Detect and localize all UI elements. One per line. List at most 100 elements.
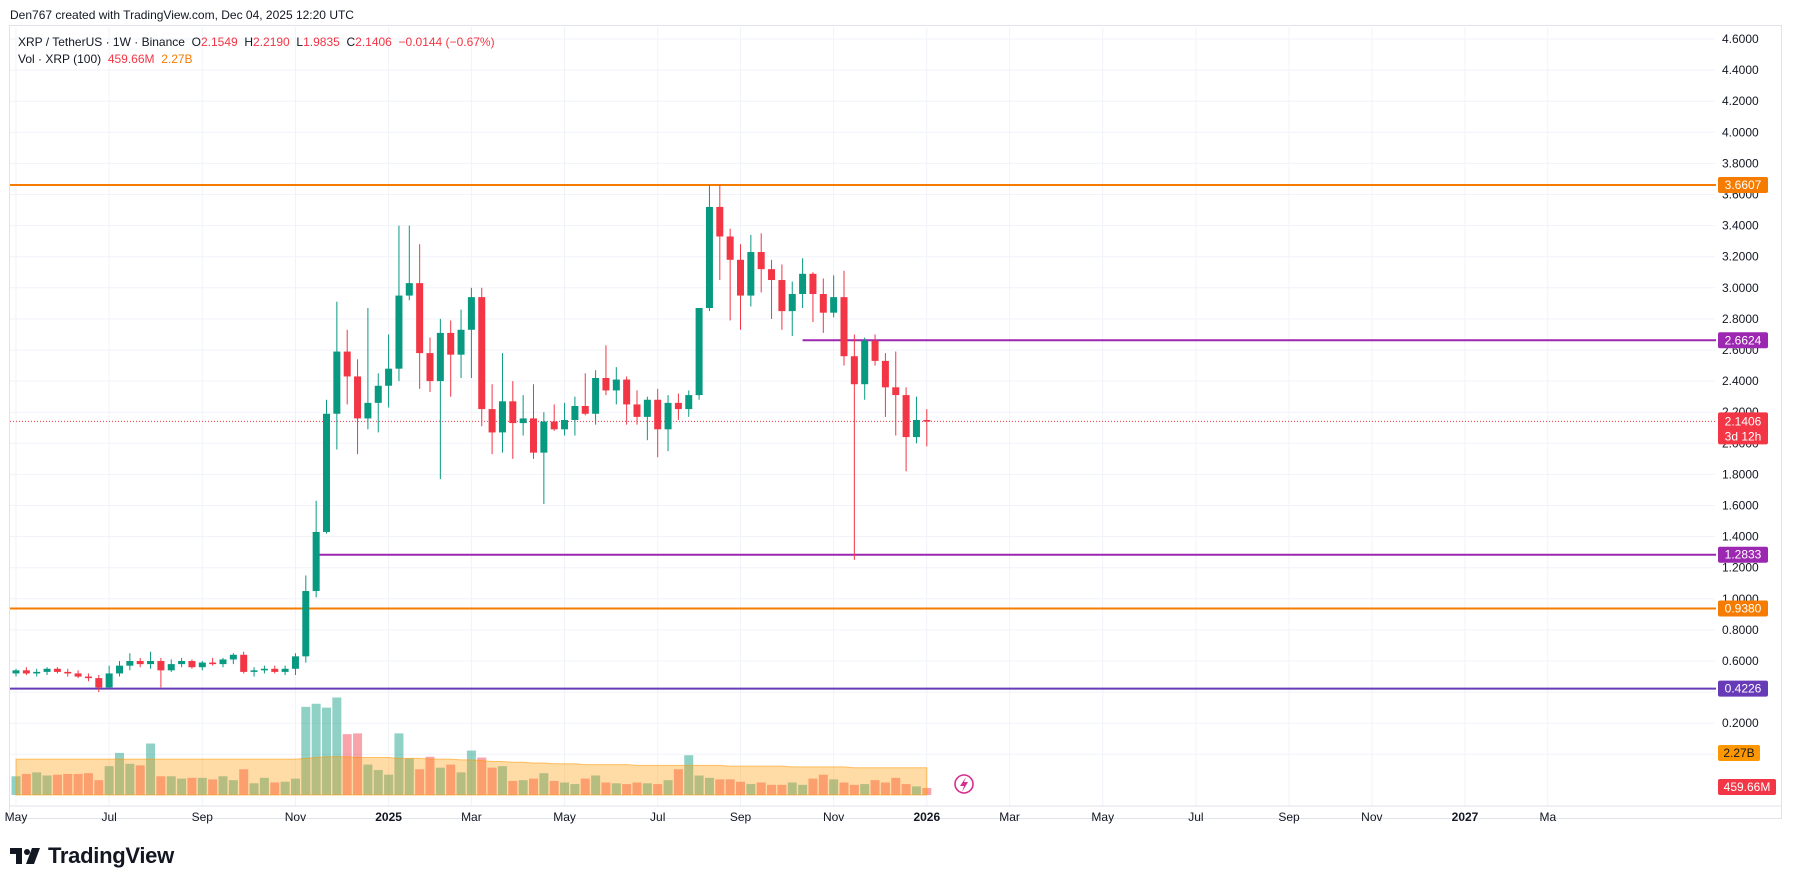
candle-body: [426, 353, 434, 382]
volume-bar: [570, 784, 580, 795]
candle-body: [612, 379, 620, 391]
volume-bar: [901, 784, 911, 795]
candle-body: [74, 673, 82, 677]
candle-body: [519, 418, 527, 424]
volume-bar: [849, 784, 859, 795]
candle-body: [705, 206, 713, 309]
volume-title[interactable]: Vol · XRP (100): [18, 52, 102, 66]
volume-bar: [663, 780, 673, 795]
candle-body: [33, 671, 41, 674]
time-tick-label: Nov: [285, 810, 306, 824]
volume-bar: [301, 706, 311, 795]
volume-bar: [870, 780, 880, 795]
volume-bar: [746, 784, 756, 795]
level-label: 0.4226: [1725, 682, 1762, 696]
candle-body: [260, 668, 268, 671]
volume-bar: [560, 782, 570, 795]
candle-body: [654, 399, 662, 430]
candle-body: [43, 668, 51, 672]
candle-body: [229, 654, 237, 660]
volume-bar: [290, 778, 300, 795]
volume-bar: [394, 733, 404, 795]
volume-bar: [208, 779, 218, 795]
candle-body: [312, 531, 320, 592]
price-tick-label: 0.6000: [1722, 654, 1759, 668]
volume-bar: [911, 786, 921, 795]
candlesticks: [12, 185, 931, 693]
volume-ma-label: 2.27B: [1723, 746, 1754, 760]
candle-body: [540, 421, 548, 453]
candle-body: [716, 206, 724, 237]
volume-bar: [694, 775, 704, 795]
candle-body: [281, 668, 289, 672]
symbol-title[interactable]: XRP / TetherUS · 1W · Binance: [18, 35, 185, 49]
high-value: 2.2190: [253, 35, 290, 49]
volume-bar: [32, 772, 42, 795]
price-tick-label: 2.8000: [1722, 312, 1759, 326]
volume-bar: [839, 782, 849, 795]
candle-body: [571, 405, 579, 420]
candle-body: [53, 668, 61, 672]
candle-body: [188, 661, 196, 668]
volume-bar: [63, 773, 73, 795]
candle-body: [84, 676, 92, 679]
candle-body: [250, 670, 258, 672]
candle-body: [674, 402, 682, 410]
candle-body: [116, 665, 123, 674]
time-tick-label: May: [5, 810, 28, 824]
price-tick-label: 1.6000: [1722, 499, 1759, 513]
candle-body: [395, 295, 403, 369]
volume-bar: [891, 777, 901, 795]
volume-bar: [880, 782, 890, 795]
volume-bar: [311, 703, 321, 795]
volume-bar: [353, 733, 363, 795]
candle-body: [861, 340, 869, 385]
candle-body: [405, 283, 413, 296]
volume-bar: [115, 752, 124, 795]
open-value: 2.1549: [200, 35, 238, 49]
volume-bar: [704, 777, 714, 795]
price-tick-label: 4.4000: [1722, 63, 1759, 77]
volume-bar: [135, 765, 145, 795]
volume-bar: [508, 780, 518, 795]
lightning-icon[interactable]: [954, 774, 974, 794]
candle-body: [95, 678, 103, 688]
volume-bar: [197, 777, 207, 795]
candle-body: [757, 252, 765, 270]
candle-body: [830, 297, 838, 313]
volume-last-label: 459.66M: [1724, 780, 1771, 794]
low-label: L: [296, 35, 304, 49]
candle-body: [871, 340, 879, 361]
candle-body: [788, 294, 796, 312]
time-tick-label: May: [553, 810, 576, 824]
level-label-bg: [1718, 680, 1768, 697]
volume-bar: [818, 774, 828, 795]
close-value: 2.1406: [355, 35, 392, 49]
level-label-bg: [1718, 546, 1768, 563]
volume-bar: [653, 784, 663, 795]
volume-bar: [622, 784, 632, 795]
volume-bar: [767, 784, 777, 795]
level-label: 3.6607: [1725, 178, 1762, 192]
candle-body: [354, 376, 362, 419]
volume-bar: [725, 779, 735, 795]
candle-body: [105, 673, 113, 688]
candle-body: [902, 395, 910, 438]
volume-bar: [798, 784, 808, 795]
price-tick-label: 1.2000: [1722, 561, 1759, 575]
time-tick-label: 2026: [913, 810, 940, 824]
candle-body: [592, 377, 600, 414]
time-tick-label: Nov: [823, 810, 844, 824]
volume-bar: [715, 779, 725, 795]
candle-body: [467, 297, 475, 330]
volume-bar: [94, 780, 104, 795]
volume-bar: [632, 782, 642, 795]
price-tick-label: 0.8000: [1722, 623, 1759, 637]
candle-body: [623, 379, 631, 405]
tradingview-logo[interactable]: TradingView: [10, 843, 174, 869]
volume-bar: [736, 781, 745, 795]
low-value: 1.9835: [303, 35, 340, 49]
candle-body: [509, 401, 517, 424]
volume-bar: [487, 767, 497, 795]
